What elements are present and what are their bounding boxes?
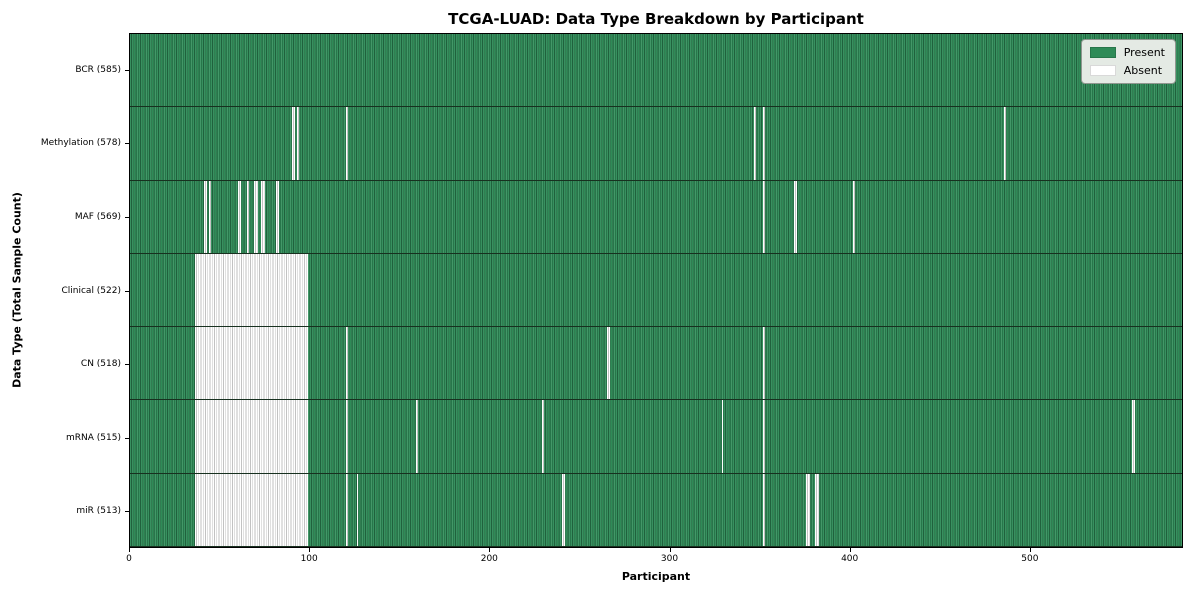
absent-segment-maf xyxy=(246,180,249,253)
heatmap-row-cn xyxy=(130,327,1182,401)
absent-segment-cn xyxy=(762,327,765,400)
heatmap-row-clinical xyxy=(130,253,1182,328)
heatmap-row-bcr xyxy=(130,34,1182,108)
y-tick-mark xyxy=(125,364,129,366)
absent-segment-mir xyxy=(356,473,359,546)
x-tick-mark xyxy=(669,548,671,552)
absent-segment-maf xyxy=(209,180,211,253)
x-tick-label-200: 200 xyxy=(480,554,498,564)
absent-segment-mrna xyxy=(541,400,544,473)
absent-segment-methylation xyxy=(762,107,765,180)
y-tick-label-cn: CN (518) xyxy=(80,359,121,370)
absent-segment-mir xyxy=(815,473,819,546)
y-tick-mark xyxy=(125,511,129,513)
x-tick-label-0: 0 xyxy=(126,554,132,564)
absent-segment-methylation xyxy=(1003,107,1006,180)
absent-segment-mrna xyxy=(762,400,765,473)
y-tick-label-mrna: mRNA (515) xyxy=(66,432,121,443)
x-axis-label: Participant xyxy=(621,570,691,583)
y-tick-label-mir: miR (513) xyxy=(76,506,121,517)
legend-label-absent: Absent xyxy=(1123,64,1163,77)
absent-segment-maf xyxy=(275,180,280,253)
absent-segment-maf xyxy=(254,180,258,253)
heatmap-row-maf xyxy=(130,180,1182,254)
absent-segment-methylation xyxy=(345,107,348,180)
heatmap-row-methylation xyxy=(130,107,1182,181)
absent-color-swatch xyxy=(1089,65,1116,76)
absent-segment-mir xyxy=(806,473,810,546)
absent-segment-maf xyxy=(203,180,208,253)
y-tick-label-maf: MAF (569) xyxy=(74,211,121,222)
legend: Present Absent xyxy=(1080,39,1176,84)
absent-segment-maf xyxy=(852,180,855,253)
y-tick-mark xyxy=(125,69,129,71)
absent-segment-mir xyxy=(345,473,348,546)
y-tick-label-clinical: Clinical (522) xyxy=(61,285,121,296)
absent-segment-methylation xyxy=(754,107,756,180)
x-tick-mark xyxy=(849,548,851,552)
absent-segment-maf xyxy=(237,180,242,253)
y-tick-mark xyxy=(125,437,129,439)
absent-segment-maf xyxy=(261,180,265,253)
legend-label-present: Present xyxy=(1123,46,1165,59)
absent-segment-cn xyxy=(194,327,309,400)
absent-segment-cn xyxy=(606,327,611,400)
y-tick-mark xyxy=(125,143,129,145)
absent-segment-mir xyxy=(561,473,566,546)
absent-segment-clinical xyxy=(194,253,309,327)
chart-title: TCGA-LUAD: Data Type Breakdown by Partic… xyxy=(448,10,864,28)
plot-area: Present Absent xyxy=(129,33,1183,548)
y-tick-mark xyxy=(125,216,129,218)
y-tick-label-methylation: Methylation (578) xyxy=(40,138,121,149)
y-tick-label-bcr: BCR (585) xyxy=(75,64,121,75)
present-color-swatch xyxy=(1089,47,1116,58)
x-tick-label-500: 500 xyxy=(1021,554,1039,564)
y-axis-label: Data Type (Total Sample Count) xyxy=(10,192,24,388)
absent-segment-maf xyxy=(762,180,765,253)
legend-item-present: Present xyxy=(1089,46,1165,59)
x-tick-label-100: 100 xyxy=(300,554,318,564)
absent-segment-mrna xyxy=(194,400,309,473)
x-tick-label-400: 400 xyxy=(841,554,859,564)
heatmap-row-mrna xyxy=(130,400,1182,474)
x-tick-mark xyxy=(1029,548,1031,552)
absent-segment-mir xyxy=(762,473,765,546)
absent-segment-mrna xyxy=(721,400,724,473)
legend-item-absent: Absent xyxy=(1089,64,1165,77)
absent-segment-maf xyxy=(793,180,798,253)
absent-segment-cn xyxy=(345,327,348,400)
absent-segment-methylation xyxy=(297,107,300,180)
x-tick-mark xyxy=(489,548,491,552)
absent-segment-methylation xyxy=(291,107,296,180)
absent-segment-mrna xyxy=(415,400,418,473)
absent-segment-mir xyxy=(194,473,309,546)
x-tick-label-300: 300 xyxy=(660,554,679,564)
absent-segment-mrna xyxy=(345,400,348,473)
y-tick-mark xyxy=(125,290,129,292)
absent-segment-mrna xyxy=(1131,400,1136,473)
x-tick-mark xyxy=(129,548,130,552)
heatmap-row-mir xyxy=(130,473,1182,547)
x-tick-mark xyxy=(309,548,311,552)
